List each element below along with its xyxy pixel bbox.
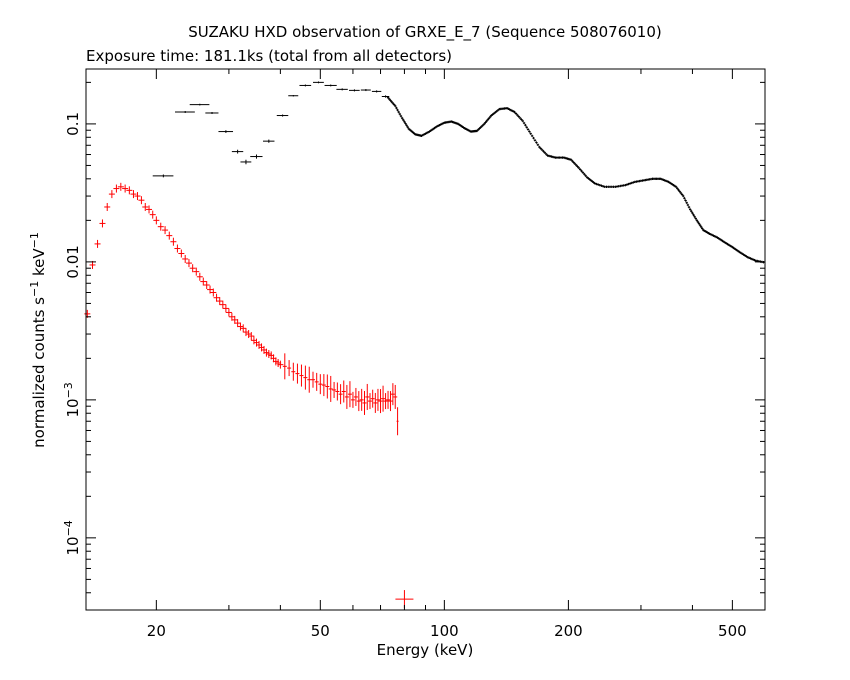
x-tick-label: 200	[554, 622, 583, 640]
y-axis-label-part: normalized counts s	[30, 297, 48, 448]
chart-subtitle: Exposure time: 181.1ks (total from all d…	[86, 47, 452, 65]
x-tick-label: 20	[147, 622, 166, 640]
series-1	[152, 81, 765, 264]
series-2	[84, 182, 414, 609]
y-axis-label: normalized counts s−1 keV−1	[28, 232, 49, 448]
y-tick-label: 10−4	[62, 520, 83, 555]
y-tick-label-base: 0.01	[64, 245, 82, 278]
y-axis-label-exponent: −1	[28, 232, 41, 248]
y-tick-label-exponent: −3	[62, 382, 75, 398]
y-tick-label-base: 10	[64, 398, 82, 417]
y-tick-label-base: 10	[64, 536, 82, 555]
y-axis-label-exponent: −1	[28, 281, 41, 297]
plot-marks	[84, 81, 765, 609]
y-tick-label-base: 0.1	[64, 112, 82, 136]
x-axis-label: Energy (keV)	[377, 641, 474, 659]
x-axis: 20 50 100 200 500	[147, 69, 766, 640]
x-tick-label: 500	[718, 622, 747, 640]
chart-title: SUZAKU HXD observation of GRXE_E_7 (Sequ…	[188, 23, 661, 42]
x-tick-label: 100	[430, 622, 459, 640]
y-tick-label-exponent: −4	[62, 520, 75, 536]
x-tick-label: 50	[311, 622, 330, 640]
y-tick-label: 0.1	[64, 112, 82, 136]
y-axis-label-part: keV	[30, 248, 48, 281]
y-tick-label: 10−3	[62, 382, 83, 417]
y-tick-label: 0.01	[64, 245, 82, 278]
